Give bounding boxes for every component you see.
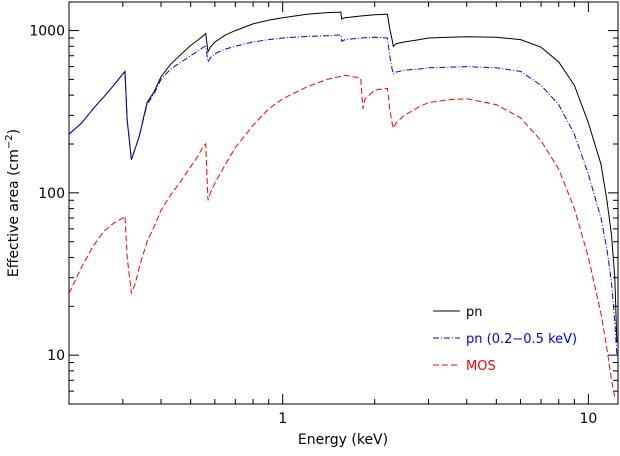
y-axis-title-main: Effective area (cm bbox=[6, 149, 22, 277]
y-axis-title-close: ) bbox=[6, 129, 22, 134]
x-axis-title: Energy (keV) bbox=[298, 432, 388, 448]
y-tick-label: 10 bbox=[47, 348, 65, 364]
y-tick-label: 100 bbox=[38, 186, 65, 202]
plot-frame bbox=[68, 1, 619, 405]
legend-label-mos: MOS bbox=[466, 359, 496, 374]
series-layer bbox=[69, 11, 618, 398]
legend: pn pn (0.2−0.5 keV) MOS bbox=[433, 305, 577, 374]
y-tick-label: 1000 bbox=[29, 24, 65, 40]
series-line-pn bbox=[69, 11, 618, 343]
y-axis-title: Effective area (cm−2) bbox=[4, 129, 22, 277]
x-tick-label: 10 bbox=[579, 411, 597, 427]
series-line-mos bbox=[69, 74, 616, 398]
x-tick-label: 1 bbox=[278, 411, 287, 427]
series-line-pn-soft bbox=[69, 34, 618, 356]
legend-label-pn: pn bbox=[466, 305, 483, 320]
legend-label-pn-soft: pn (0.2−0.5 keV) bbox=[466, 332, 577, 347]
y-axis-title-sup: −2 bbox=[4, 134, 15, 149]
tick-labels-layer: 1 10 10 100 1000 bbox=[29, 24, 597, 427]
ticks-layer bbox=[68, 2, 618, 405]
